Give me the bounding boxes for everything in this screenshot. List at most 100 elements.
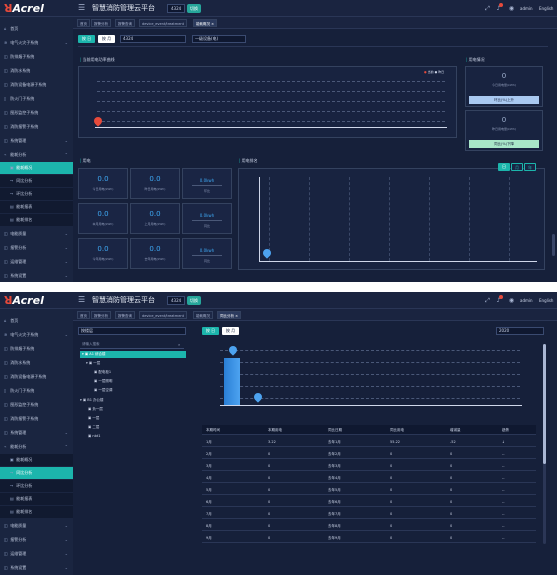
- tab-alarm-query[interactable]: 报警查询: [115, 311, 135, 319]
- tree-node[interactable]: ▾ ▣ B1 办公楼: [80, 398, 104, 402]
- sidebar-item-quality[interactable]: ◫ 电能质量 ⌄: [0, 520, 73, 532]
- today-usage-card: 0 今日用电量(kWh) 环比(%)上升: [465, 66, 543, 107]
- sidebar-item-graphic[interactable]: ◫ 图形监控子系统: [0, 107, 73, 119]
- notification-dot: [499, 295, 503, 299]
- user-icon[interactable]: ◉: [508, 297, 515, 304]
- sidebar-item-alarm-analysis[interactable]: ◫ 报警分析 ⌄: [0, 534, 73, 546]
- tree-node[interactable]: ▣ 配电柜1: [94, 370, 112, 374]
- tree-node[interactable]: ▣ nbt1: [88, 434, 101, 438]
- sidebar-item-settings[interactable]: ◫ 系统设置 ⌄: [0, 562, 73, 574]
- sidebar-item-smoke[interactable]: ◫ 防排烟子系统: [0, 51, 73, 63]
- year-select[interactable]: 2020: [496, 327, 544, 335]
- chevron-down-icon: ⌄: [64, 523, 68, 528]
- sidebar-item-system[interactable]: ◫ 系统管理 ⌄: [0, 427, 73, 439]
- project-select[interactable]: 4324: [167, 296, 186, 305]
- tab-home[interactable]: 首页: [77, 311, 90, 319]
- tree-node[interactable]: ▣ 一层: [88, 416, 100, 420]
- rank-day-button[interactable]: 日: [498, 163, 510, 171]
- sidebar-item-mom[interactable]: ⤳ 环比分析: [0, 188, 73, 200]
- tree-node[interactable]: ▣ 一层照明: [94, 379, 113, 383]
- bell-icon[interactable]: ♪: [496, 5, 501, 12]
- tab-device-event[interactable]: device_event/treatment: [139, 311, 187, 319]
- tab-device-event[interactable]: device_event/treatment: [139, 19, 187, 27]
- language-switch[interactable]: English: [539, 298, 554, 303]
- sidebar-item-mom[interactable]: ⤳ 环比分析: [0, 480, 73, 492]
- tree-mode-select[interactable]: 按楼层: [78, 327, 186, 335]
- tab-energy-overview[interactable]: 能耗概况: [193, 311, 213, 319]
- search-icon[interactable]: ⌕: [178, 342, 181, 347]
- user-icon[interactable]: ◉: [508, 5, 515, 12]
- tab-alarm-analysis[interactable]: 报警分析: [91, 19, 111, 27]
- rank-year-button[interactable]: 年: [524, 163, 536, 171]
- username[interactable]: admin: [520, 298, 533, 303]
- sidebar-item-report[interactable]: ▤ 能耗报表: [0, 201, 73, 213]
- sidebar-item-maintenance[interactable]: ◫ 运维管理 ⌄: [0, 548, 73, 560]
- sidebar-item-energy-overview[interactable]: ▣ 能耗概况: [0, 454, 73, 466]
- tree-search-input[interactable]: 请输入搜索: [80, 342, 184, 349]
- bell-icon[interactable]: ♪: [496, 297, 501, 304]
- table-cell: 0: [450, 524, 453, 528]
- sidebar-item-maintenance[interactable]: ◫ 运维管理 ⌄: [0, 256, 73, 268]
- sidebar-item-home[interactable]: ⌂ 首页: [0, 23, 73, 35]
- sidebar-item-electrical-fire[interactable]: ≋ 电气火灾子系统 ⌄: [0, 37, 73, 49]
- project-switch-button[interactable]: 切换: [187, 296, 201, 305]
- sidebar-item-system[interactable]: ◫ 系统管理 ⌄: [0, 135, 73, 147]
- tab-alarm-analysis[interactable]: 报警分析: [91, 311, 111, 319]
- tree-node[interactable]: ▣ 二层: [88, 425, 100, 429]
- sidebar-item-electrical-fire[interactable]: ≋ 电气火灾子系统 ⌄: [0, 329, 73, 341]
- sidebar-item-power[interactable]: ◫ 消防设备电源子系统: [0, 371, 73, 383]
- language-switch[interactable]: English: [539, 6, 554, 11]
- sidebar-item-quality[interactable]: ◫ 电能质量 ⌄: [0, 228, 73, 240]
- sidebar-item-settings[interactable]: ◫ 系统设置 ⌄: [0, 270, 73, 282]
- sidebar-item-graphic[interactable]: ◫ 图形监控子系统: [0, 399, 73, 411]
- sidebar-item-rank[interactable]: ▤ 能耗排名: [0, 214, 73, 226]
- sidebar-item-smoke[interactable]: ◫ 防排烟子系统: [0, 343, 73, 355]
- fullscreen-icon[interactable]: ⤢: [485, 5, 490, 12]
- by-month-button[interactable]: 按 月: [98, 35, 115, 43]
- sidebar-item-fire-alarm[interactable]: ◫ 消防报警子系统: [0, 121, 73, 133]
- device-select[interactable]: 4324: [120, 35, 186, 43]
- by-day-button[interactable]: 按 日: [202, 327, 219, 335]
- tab-home[interactable]: 首页: [77, 19, 90, 27]
- username[interactable]: admin: [520, 6, 533, 11]
- scrollbar[interactable]: [552, 234, 555, 256]
- tree-node[interactable]: ▣ 负一层: [88, 407, 103, 411]
- sidebar-item-home[interactable]: ⌂ 首页: [0, 315, 73, 327]
- project-switch-button[interactable]: 切换: [187, 4, 201, 13]
- sidebar-item-door[interactable]: ▯ 防火门子系统: [0, 385, 73, 397]
- tab-energy-overview[interactable]: 能耗概况 ×: [193, 19, 218, 27]
- tree-node[interactable]: ▾ ▣ 一层: [86, 361, 101, 365]
- menu-toggle-icon[interactable]: ☰: [78, 295, 86, 304]
- table-cell: 3.22: [268, 440, 276, 444]
- tab-alarm-query[interactable]: 报警查询: [115, 19, 135, 27]
- tab-yoy-analysis[interactable]: 同比分析 ×: [217, 311, 242, 319]
- tree-node[interactable]: ▣ 一层空调: [94, 388, 113, 392]
- by-day-button[interactable]: 按 日: [78, 35, 95, 43]
- sidebar-item-door[interactable]: ▯ 防火门子系统: [0, 93, 73, 105]
- sidebar-item-rank[interactable]: ▤ 能耗排名: [0, 506, 73, 518]
- sidebar-item-alarm-analysis[interactable]: ◫ 报警分析 ⌄: [0, 242, 73, 254]
- sidebar-item-yoy[interactable]: ⤳ 同比分析: [0, 175, 73, 187]
- chart-icon: ⌁: [4, 444, 7, 449]
- table-cell: 去年3月: [328, 464, 341, 468]
- tree-node[interactable]: ▾ ▣ A1 综合楼: [80, 351, 186, 358]
- device-type-select[interactable]: 一级设备(电): [192, 35, 246, 43]
- logo: ꓤAcrel: [4, 2, 44, 15]
- scrollbar[interactable]: [543, 344, 546, 464]
- project-select[interactable]: 4324: [167, 4, 186, 13]
- sidebar-item-energy-overview[interactable]: ▣ 能耗概况: [0, 162, 73, 174]
- sidebar-item-yoy[interactable]: ⤳ 同比分析: [0, 467, 73, 479]
- menu-toggle-icon[interactable]: ☰: [78, 3, 86, 12]
- by-month-button[interactable]: 按 月: [222, 327, 239, 335]
- sidebar-item-water[interactable]: ◫ 消防水系统: [0, 357, 73, 369]
- fullscreen-icon[interactable]: ⤢: [485, 297, 490, 304]
- sidebar-item-water[interactable]: ◫ 消防水系统: [0, 65, 73, 77]
- gridline: [97, 91, 445, 92]
- sidebar-item-fire-alarm[interactable]: ◫ 消防报警子系统: [0, 413, 73, 425]
- sidebar-item-energy[interactable]: ⌁ 能耗分析 ⌃: [0, 441, 73, 453]
- rank-month-button[interactable]: 月: [511, 163, 523, 171]
- sidebar-item-report[interactable]: ▤ 能耗报表: [0, 493, 73, 505]
- table-cell: 0: [390, 500, 393, 504]
- sidebar-item-energy[interactable]: ⌁ 能耗分析 ⌃: [0, 149, 73, 161]
- sidebar-item-power[interactable]: ◫ 消防设备电源子系统: [0, 79, 73, 91]
